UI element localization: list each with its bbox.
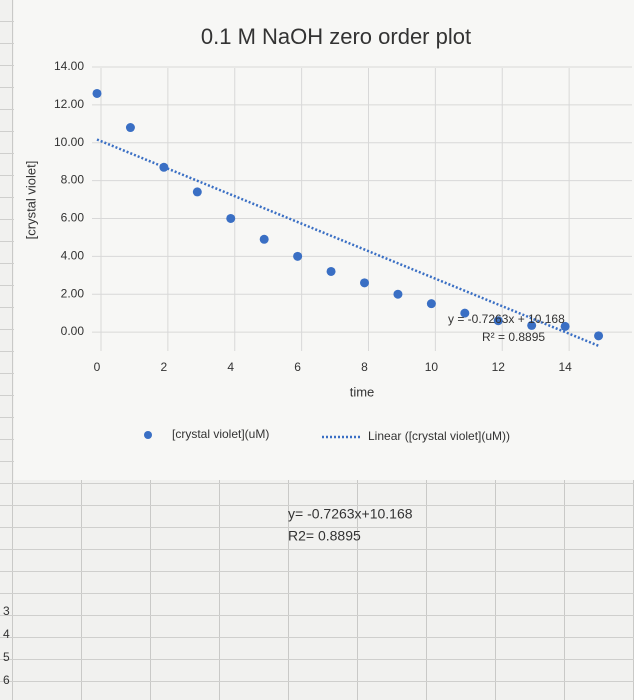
data-point xyxy=(259,234,269,244)
trendline-equation: y = -0.7263x + 10.168 xyxy=(448,312,565,326)
row-number: 6 xyxy=(3,673,10,687)
x-tick-label: 14 xyxy=(558,360,572,374)
y-tick-label: 2.00 xyxy=(61,286,85,300)
legend-label: [crystal violet](uM) xyxy=(172,427,269,441)
row-number: 3 xyxy=(3,604,10,618)
x-tick-label: 0 xyxy=(94,360,101,374)
x-tick-label: 12 xyxy=(492,360,506,374)
data-point xyxy=(293,251,303,261)
x-axis-label: time xyxy=(350,384,375,399)
note-r2: R2= 0.8895 xyxy=(288,528,361,544)
y-tick-label: 8.00 xyxy=(61,173,85,187)
x-tick-label: 10 xyxy=(425,360,439,374)
data-point xyxy=(460,308,470,318)
y-tick-label: 10.00 xyxy=(54,135,84,149)
data-point xyxy=(159,162,169,172)
x-tick-label: 6 xyxy=(294,360,301,374)
y-tick-label: 4.00 xyxy=(61,248,85,262)
data-point xyxy=(493,316,503,326)
legend-label: Linear ([crystal violet](uM)) xyxy=(368,429,510,443)
row-number: 4 xyxy=(3,627,10,641)
y-axis-label: [crystal violet] xyxy=(23,161,38,240)
data-point xyxy=(326,266,336,276)
data-point xyxy=(560,321,570,331)
data-point xyxy=(594,331,604,341)
data-point xyxy=(360,278,369,288)
legend-marker xyxy=(144,431,152,439)
trendline-r2: R² = 0.8895 xyxy=(482,330,545,344)
data-point xyxy=(192,187,202,197)
data-point xyxy=(125,123,135,133)
y-tick-label: 14.00 xyxy=(54,59,84,73)
row-number: 5 xyxy=(3,650,10,664)
x-tick-label: 4 xyxy=(227,360,234,374)
y-tick-label: 0.00 xyxy=(61,324,85,338)
y-tick-label: 12.00 xyxy=(54,97,84,111)
x-tick-label: 8 xyxy=(361,360,368,374)
data-point xyxy=(92,88,102,98)
data-point xyxy=(426,299,436,309)
chart-area xyxy=(14,0,634,480)
y-tick-label: 6.00 xyxy=(61,211,85,225)
data-point xyxy=(393,289,403,299)
data-point xyxy=(527,320,537,330)
x-tick-label: 2 xyxy=(161,360,168,374)
chart-title: 0.1 M NaOH zero order plot xyxy=(201,24,471,49)
data-point xyxy=(226,213,236,223)
note-equation: y= -0.7263x+10.168 xyxy=(288,506,413,522)
